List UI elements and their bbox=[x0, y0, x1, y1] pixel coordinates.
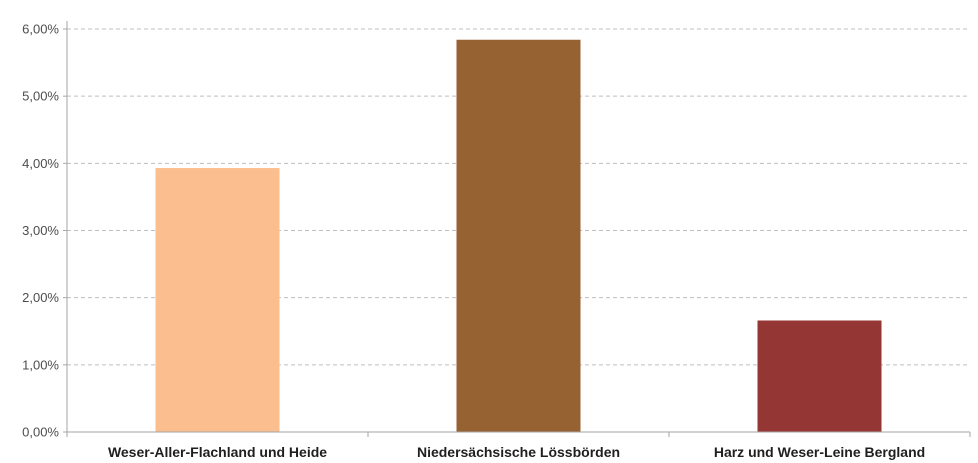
y-tick-label: 6,00% bbox=[22, 22, 59, 37]
x-category-label: Harz und Weser-Leine Bergland bbox=[714, 444, 925, 460]
axes bbox=[63, 21, 971, 437]
bar-2 bbox=[456, 39, 581, 432]
y-tick-label: 2,00% bbox=[22, 290, 59, 305]
x-category-label: Weser-Aller-Flachland und Heide bbox=[108, 444, 327, 460]
y-tick-label: 5,00% bbox=[22, 89, 59, 104]
bars bbox=[155, 39, 882, 432]
bar-1 bbox=[155, 168, 280, 432]
y-tick-label: 3,00% bbox=[22, 223, 59, 238]
y-tick-label: 4,00% bbox=[22, 156, 59, 171]
y-tick-label: 0,00% bbox=[22, 425, 59, 440]
labels: 0,00% 1,00% 2,00% 3,00% 4,00% 5,00% 6,00% Weser… bbox=[22, 22, 925, 461]
x-category-label: Niedersächsische Lössbörden bbox=[417, 444, 620, 460]
bar-3 bbox=[757, 320, 882, 432]
y-tick-label: 1,00% bbox=[22, 357, 59, 372]
